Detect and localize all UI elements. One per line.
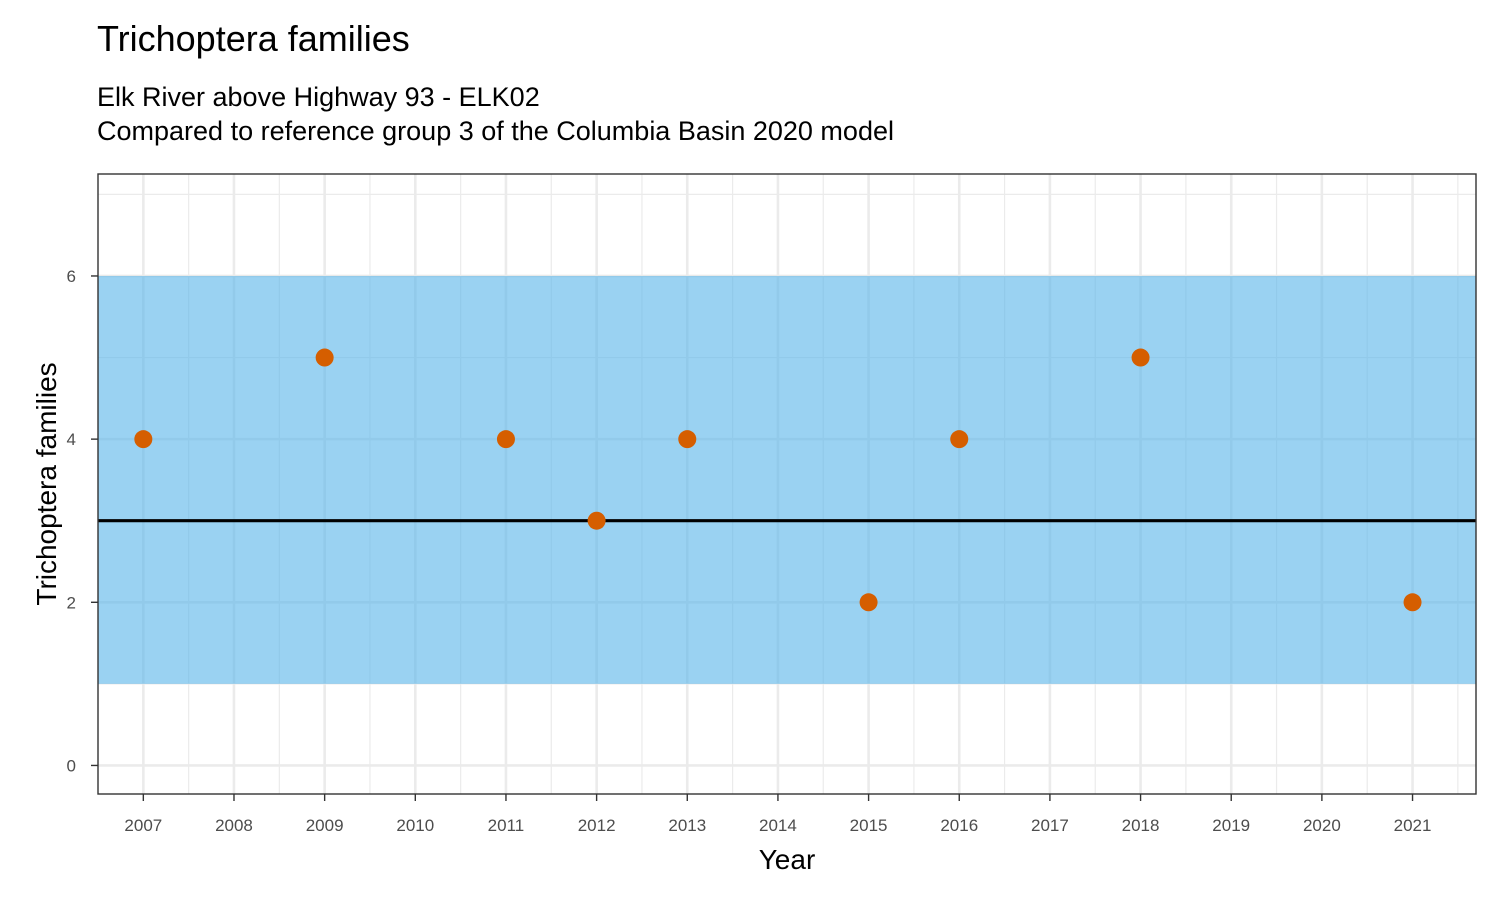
x-tick-label: 2007 <box>124 816 162 835</box>
chart-subtitle-line-1: Elk River above Highway 93 - ELK02 <box>97 82 540 112</box>
x-tick-label: 2019 <box>1212 816 1250 835</box>
plot-panel-border <box>97 173 1477 795</box>
x-tick-label: 2009 <box>306 816 344 835</box>
data-point <box>1403 593 1422 612</box>
reference-band <box>98 275 1476 684</box>
x-tick-label: 2020 <box>1303 816 1341 835</box>
x-tick-label: 2008 <box>215 816 253 835</box>
x-tick-label: 2021 <box>1394 816 1432 835</box>
x-tick-label: 2017 <box>1031 816 1069 835</box>
x-tick-label: 2018 <box>1122 816 1160 835</box>
y-tick-label: 4 <box>67 430 76 449</box>
y-axis-label: Trichoptera families <box>31 362 62 605</box>
x-tick-label: 2012 <box>578 816 616 835</box>
data-point <box>1131 348 1150 367</box>
x-axis-label: Year <box>759 844 816 875</box>
x-tick-label: 2010 <box>396 816 434 835</box>
data-point <box>496 430 515 449</box>
data-point <box>134 430 153 449</box>
x-tick-label: 2016 <box>940 816 978 835</box>
x-tick-label: 2014 <box>759 816 797 835</box>
data-point <box>315 348 334 367</box>
data-point <box>587 511 606 530</box>
y-tick-label: 2 <box>67 593 76 612</box>
data-point <box>950 430 969 449</box>
chart-subtitle-line-2: Compared to reference group 3 of the Col… <box>97 116 894 146</box>
y-tick-label: 0 <box>67 756 76 775</box>
data-point <box>859 593 878 612</box>
data-point <box>678 430 697 449</box>
axes: 2007 2008 2009 2010 2011 2012 2013 2014 2015 2016… <box>67 267 1432 835</box>
x-tick-label: 2013 <box>668 816 706 835</box>
chart-title: Trichoptera families <box>97 18 410 59</box>
data-points <box>134 348 1422 612</box>
x-tick-label: 2015 <box>850 816 888 835</box>
y-tick-label: 6 <box>67 267 76 286</box>
x-tick-label: 2011 <box>488 816 525 835</box>
